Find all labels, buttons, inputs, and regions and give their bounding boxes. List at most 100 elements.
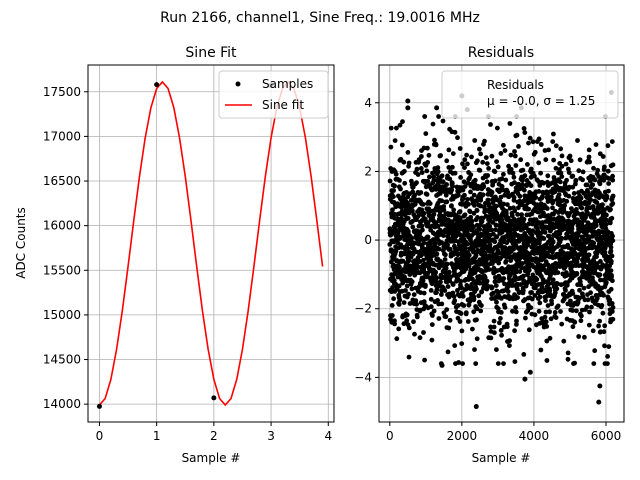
residual-point — [598, 259, 603, 264]
residual-point — [485, 173, 491, 178]
residual-point — [553, 143, 559, 149]
residual-point — [447, 223, 453, 229]
residual-point — [497, 199, 503, 204]
residual-point — [463, 245, 468, 251]
residual-point — [457, 319, 463, 324]
residual-point — [503, 177, 509, 183]
residual-point — [480, 159, 486, 165]
residual-point — [412, 331, 417, 337]
residual-point — [424, 192, 430, 197]
residual-point — [462, 192, 467, 198]
residual-outlier-point — [405, 105, 411, 111]
residual-point — [532, 293, 538, 298]
residual-point — [559, 153, 565, 159]
residual-point — [428, 288, 434, 293]
residual-point — [512, 208, 518, 214]
residual-point — [421, 330, 426, 335]
residual-point — [578, 282, 584, 288]
residual-point — [401, 159, 407, 165]
residual-point — [586, 147, 592, 153]
residual-point — [489, 153, 495, 159]
residual-point — [447, 176, 453, 182]
residual-point — [479, 289, 484, 295]
residual-point — [444, 199, 450, 205]
residual-point — [512, 359, 518, 364]
residual-point — [404, 318, 410, 324]
residual-point — [543, 157, 549, 163]
residual-point — [446, 147, 452, 153]
residual-point — [414, 166, 420, 172]
residual-outlier-point — [405, 98, 411, 104]
residual-point — [507, 121, 513, 126]
residual-point — [561, 296, 567, 302]
residual-point — [526, 206, 532, 212]
residual-point — [399, 205, 404, 210]
residual-point — [493, 203, 499, 209]
residual-point — [605, 354, 610, 359]
residual-point — [455, 135, 460, 141]
residual-point — [610, 162, 616, 168]
residual-point — [492, 330, 497, 336]
residual-point — [504, 324, 510, 330]
residual-point — [400, 258, 406, 264]
residual-point — [441, 233, 446, 239]
residuals-xlabel: Sample # — [472, 451, 531, 465]
residual-point — [600, 310, 606, 316]
residual-point — [495, 164, 501, 170]
residual-point — [437, 191, 443, 196]
residual-point — [501, 201, 506, 207]
residuals-y-tick-label: 4 — [364, 96, 372, 110]
residual-point — [559, 174, 565, 180]
sine-fit-y-tick-label: 14000 — [43, 397, 81, 411]
residual-point — [527, 135, 533, 141]
residual-point — [518, 282, 523, 287]
residual-point — [574, 308, 579, 314]
sine-fit-line — [98, 80, 324, 407]
residual-point — [461, 303, 467, 308]
residual-point — [606, 344, 612, 349]
residual-point — [502, 305, 508, 310]
residual-point — [471, 224, 476, 230]
residual-point — [451, 207, 457, 213]
residual-point — [587, 271, 592, 277]
residual-point — [526, 267, 532, 273]
residual-point — [393, 171, 399, 177]
residual-point — [538, 347, 544, 353]
residual-point — [566, 166, 571, 172]
residual-point — [414, 314, 420, 320]
residual-point — [521, 126, 527, 131]
residual-point — [414, 301, 419, 307]
residual-point — [609, 253, 615, 259]
residual-point — [479, 303, 484, 308]
residual-point — [526, 140, 531, 146]
residual-point — [440, 179, 446, 185]
residual-point — [520, 167, 526, 173]
sine-fit-curve-group — [98, 80, 324, 407]
residual-point — [484, 161, 490, 167]
residual-point — [550, 198, 556, 204]
residual-point — [511, 246, 516, 252]
residual-point — [588, 197, 593, 203]
residual-point — [537, 294, 543, 300]
residual-point — [497, 320, 502, 326]
residual-point — [586, 322, 592, 328]
residual-point — [515, 212, 520, 217]
residual-point — [538, 170, 543, 176]
residual-point — [534, 277, 540, 282]
residual-point — [553, 315, 559, 320]
residual-point — [539, 284, 545, 290]
residual-point — [474, 286, 479, 292]
residual-point — [508, 152, 514, 158]
residual-point — [450, 164, 455, 170]
residual-point — [458, 311, 464, 316]
residual-point — [610, 278, 615, 284]
residual-point — [501, 171, 506, 177]
residual-point — [609, 139, 615, 145]
residual-point — [443, 265, 449, 271]
residuals-points-group — [387, 89, 616, 410]
residual-point — [391, 194, 396, 200]
residual-point — [452, 129, 458, 135]
residual-point — [459, 285, 464, 290]
residual-point — [561, 338, 567, 344]
residual-point — [491, 324, 497, 330]
